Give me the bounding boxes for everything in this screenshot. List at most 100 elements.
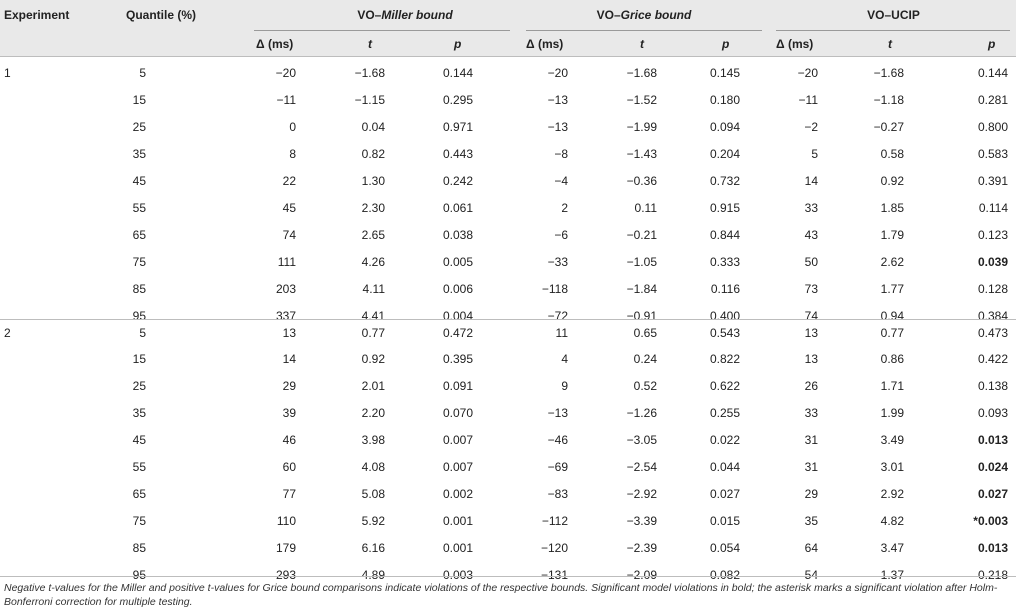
cell-grice-t: 0.52: [633, 379, 657, 393]
cell-quantile: 45: [132, 174, 146, 188]
header-ucip-delta: Δ (ms): [776, 37, 814, 51]
cell-ucip-delta: 43: [804, 228, 818, 242]
cell-miller-p: 0.295: [442, 93, 473, 107]
table-row: 45 46 3.98 0.007 −46 −3.05 0.022 31 3.49 0.013: [0, 427, 1016, 454]
cell-ucip-delta: 54: [804, 568, 818, 582]
cell-miller-t: 0.82: [361, 147, 385, 161]
header-ucip-t: t: [888, 37, 892, 51]
cell-miller-p: 0.242: [442, 174, 473, 188]
header-miller-p: p: [454, 37, 462, 51]
cell-ucip-t: 1.79: [880, 228, 904, 242]
cell-ucip-delta: 26: [804, 379, 818, 393]
cell-miller-delta: 22: [282, 174, 296, 188]
cell-miller-p: 0.395: [442, 352, 473, 366]
cell-grice-p: 0.082: [709, 568, 740, 582]
header-miller-t: t: [368, 37, 372, 51]
cell-experiment: 1: [4, 66, 11, 80]
cell-quantile: 65: [132, 228, 146, 242]
cell-miller-t: 6.16: [361, 541, 385, 555]
cell-experiment: 2: [4, 326, 11, 340]
table-row: 45 22 1.30 0.242 −4 −0.36 0.732 14 0.92 0.391: [0, 168, 1016, 195]
cell-grice-p: 0.145: [709, 66, 740, 80]
table-row: 75 111 4.26 0.005 −33 −1.05 0.333 50 2.62 0.039: [0, 249, 1016, 276]
cell-grice-p: 0.027: [709, 487, 740, 501]
cell-grice-delta: −33: [547, 255, 568, 269]
cell-ucip-t: 3.49: [880, 433, 904, 447]
cell-ucip-t: 3.01: [880, 460, 904, 474]
cell-grice-p: 0.015: [709, 514, 740, 528]
cell-grice-delta: 9: [561, 379, 568, 393]
cell-grice-p: 0.915: [709, 201, 740, 215]
cell-ucip-p: 0.123: [977, 228, 1008, 242]
cell-grice-t: −2.92: [626, 487, 657, 501]
cell-ucip-t: 1.37: [880, 568, 904, 582]
cell-grice-t: −3.39: [626, 514, 657, 528]
cell-ucip-delta: −11: [798, 93, 818, 107]
group-underline-ucip: [776, 30, 1010, 31]
cell-ucip-p: 0.138: [977, 379, 1008, 393]
cell-grice-delta: −131: [540, 568, 568, 582]
cell-ucip-delta: 13: [804, 326, 818, 340]
cell-grice-delta: 2: [561, 201, 568, 215]
cell-grice-t: −2.54: [626, 460, 657, 474]
cell-miller-p: 0.038: [442, 228, 473, 242]
table-row: 15 −11 −1.15 0.295 −13 −1.52 0.180 −11 −1.18 0.28…: [0, 87, 1016, 114]
header-grice-t: t: [640, 37, 644, 51]
cell-ucip-delta: 33: [804, 201, 818, 215]
cell-miller-delta: 179: [275, 541, 296, 555]
cell-grice-p: 0.333: [709, 255, 740, 269]
cell-miller-t: 5.08: [361, 487, 385, 501]
table-row: 75 110 5.92 0.001 −112 −3.39 0.015 35 4.82 *0.003: [0, 508, 1016, 535]
cell-ucip-t: 0.92: [880, 174, 904, 188]
header-ucip-p: p: [988, 37, 996, 51]
cell-ucip-p: 0.128: [977, 282, 1008, 296]
cell-miller-delta: 39: [282, 406, 296, 420]
cell-ucip-p: 0.391: [977, 174, 1008, 188]
cell-miller-t: 4.11: [362, 282, 385, 296]
cell-miller-delta: 74: [282, 228, 296, 242]
cell-ucip-delta: 35: [804, 514, 818, 528]
table-row: 25 0 0.04 0.971 −13 −1.99 0.094 −2 −0.27 0.800: [0, 114, 1016, 141]
header-group-grice: VO–Grice bound: [596, 8, 692, 22]
cell-miller-delta: 8: [289, 147, 296, 161]
cell-grice-delta: −13: [547, 93, 568, 107]
table-row: 1 5 −20 −1.68 0.144 −20 −1.68 0.145 −20 −1.68 0.14…: [0, 60, 1016, 87]
cell-miller-p: 0.005: [442, 255, 473, 269]
header-band: [0, 0, 1016, 30]
cell-ucip-p: 0.093: [977, 406, 1008, 420]
cell-ucip-p: 0.422: [977, 352, 1008, 366]
cell-grice-t: −2.39: [626, 541, 657, 555]
cell-ucip-delta: 29: [804, 487, 818, 501]
table-footnote: Negative t-values for the Miller and pos…: [4, 582, 998, 608]
subheader-band: [0, 30, 1016, 57]
table-row: 95 293 4.89 0.003 −131 −2.09 0.082 54 1.37 0.218: [0, 562, 1016, 589]
cell-ucip-t: 4.82: [880, 514, 904, 528]
cell-grice-p: 0.044: [709, 460, 740, 474]
cell-miller-t: 4.89: [361, 568, 385, 582]
cell-ucip-p: 0.144: [977, 66, 1008, 80]
cell-ucip-delta: −2: [804, 120, 818, 134]
cell-miller-t: 4.26: [361, 255, 385, 269]
cell-ucip-t: −1.68: [873, 66, 904, 80]
cell-ucip-p: 0.013: [977, 541, 1008, 555]
cell-grice-t: 0.65: [633, 326, 657, 340]
cell-miller-p: 0.091: [442, 379, 473, 393]
cell-miller-p: 0.006: [442, 282, 473, 296]
cell-grice-t: −2.09: [626, 568, 657, 582]
cell-grice-t: −1.68: [626, 66, 657, 80]
cell-miller-p: 0.001: [442, 541, 473, 555]
table-row: 35 39 2.20 0.070 −13 −1.26 0.255 33 1.99 0.093: [0, 400, 1016, 427]
cell-miller-delta: 203: [275, 282, 296, 296]
cell-miller-p: 0.007: [442, 433, 473, 447]
table-row: 15 14 0.92 0.395 4 0.24 0.822 13 0.86 0.422: [0, 346, 1016, 373]
cell-quantile: 35: [132, 406, 146, 420]
cell-ucip-p: *0.003: [973, 514, 1008, 528]
cell-ucip-p: 0.027: [977, 487, 1008, 501]
cell-ucip-t: 1.85: [880, 201, 904, 215]
cell-miller-p: 0.003: [442, 568, 473, 582]
cell-miller-t: 0.77: [361, 326, 385, 340]
cell-grice-delta: −13: [547, 120, 568, 134]
header-group-ucip: VO–UCIP: [867, 8, 920, 22]
cell-ucip-delta: 64: [804, 541, 818, 555]
table-row: 65 77 5.08 0.002 −83 −2.92 0.027 29 2.92 0.027: [0, 481, 1016, 508]
